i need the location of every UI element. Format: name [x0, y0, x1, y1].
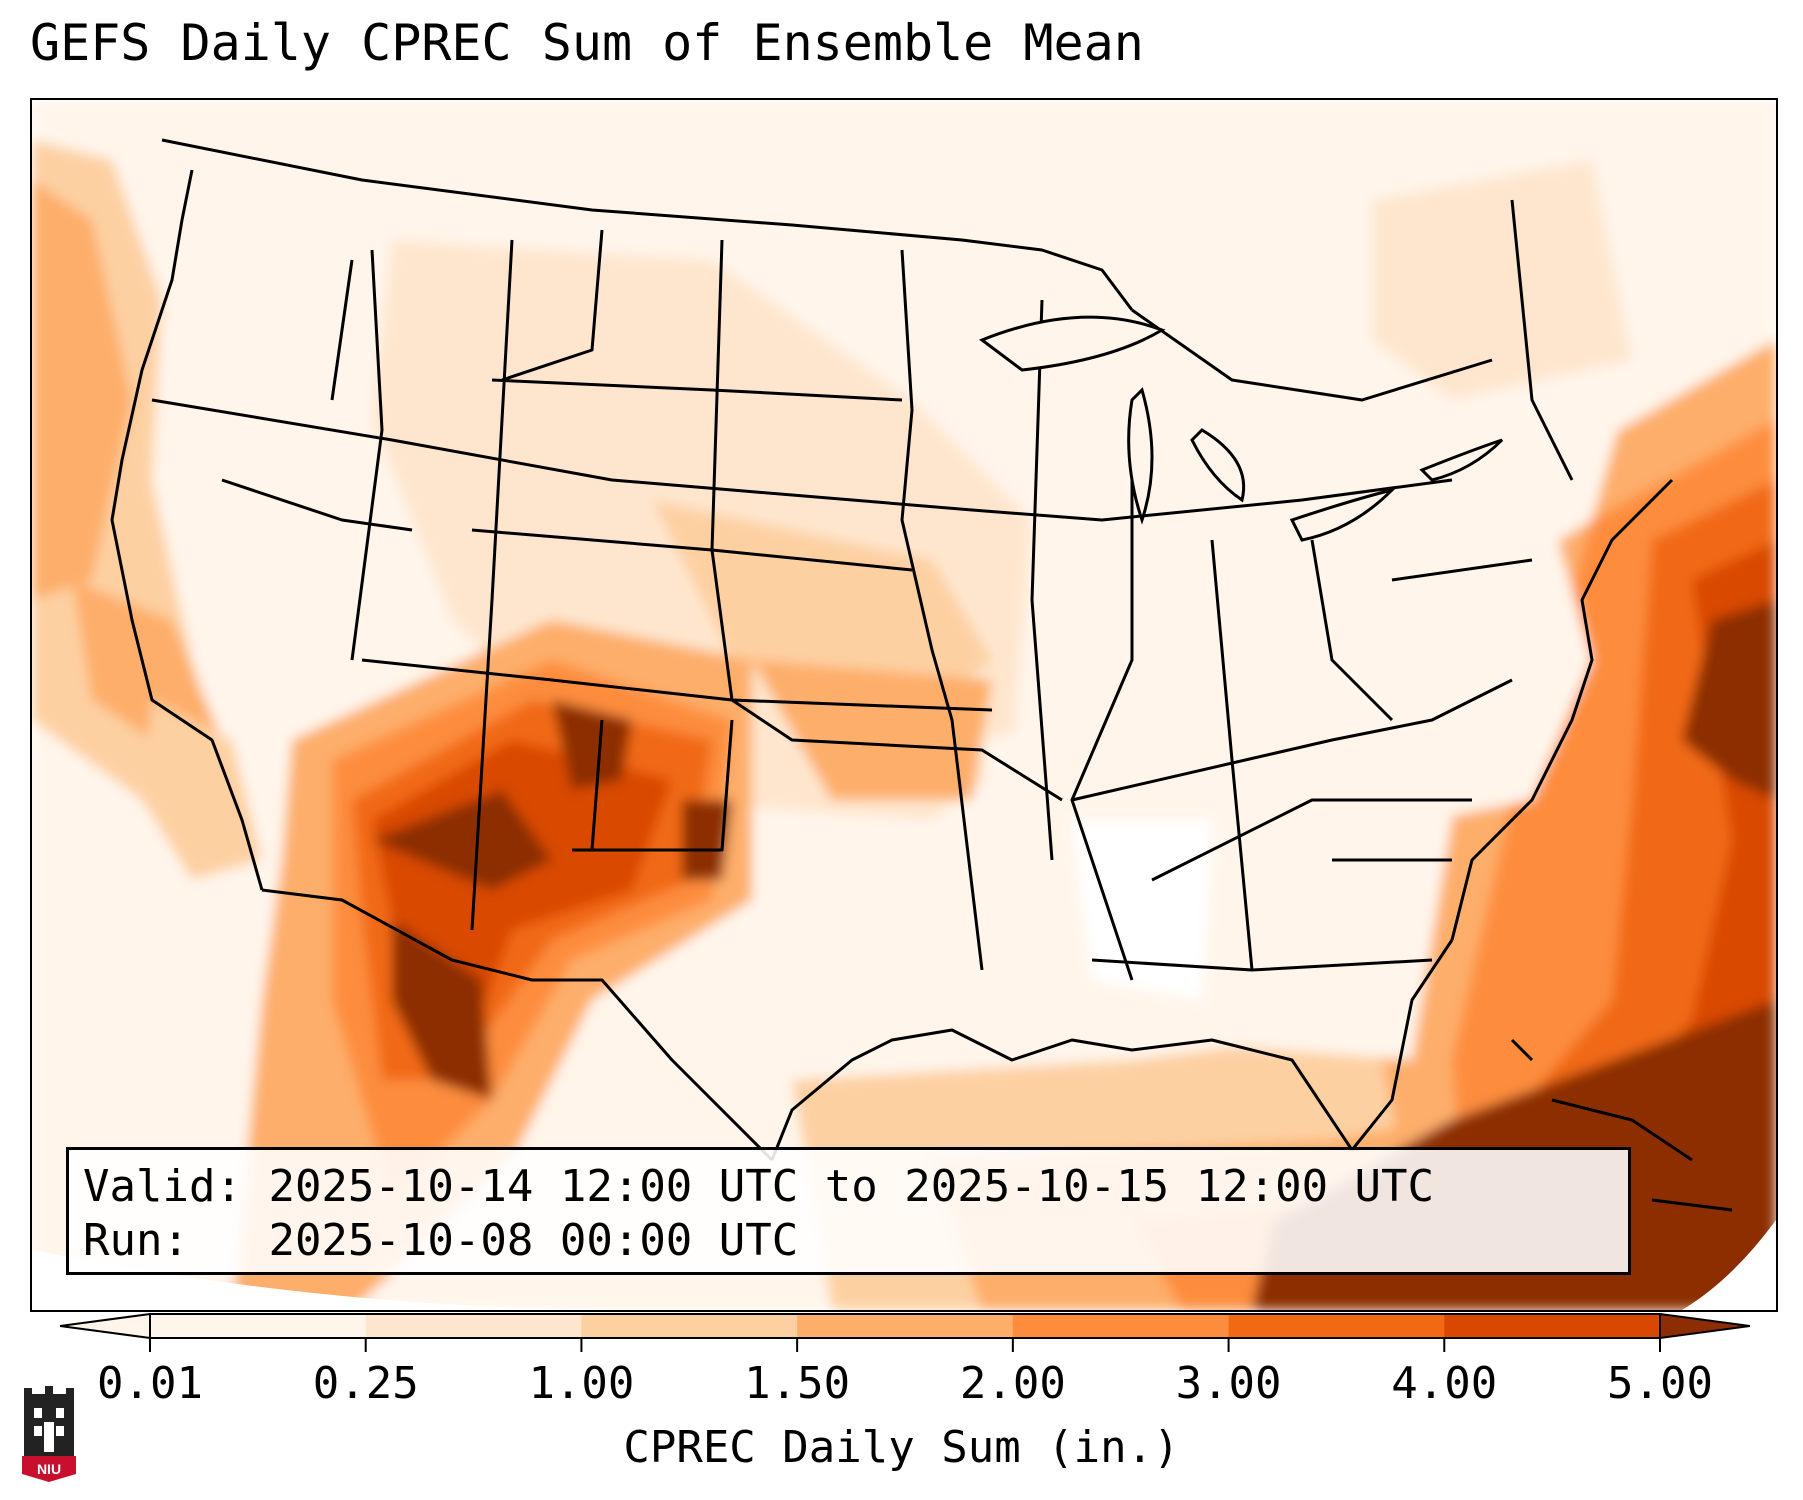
colorbar-tick-label: 4.00 — [1391, 1358, 1498, 1409]
precipitation-map — [32, 100, 1776, 1310]
valid-value: 2025-10-14 12:00 UTC to 2025-10-15 12:00… — [268, 1161, 1435, 1212]
colorbar-segment — [150, 1314, 367, 1338]
colorbar-segment — [797, 1314, 1014, 1338]
colorbar-tick-label: 2.00 — [959, 1358, 1066, 1409]
colorbar-tick-label: 1.00 — [528, 1358, 635, 1409]
precip-field — [32, 100, 1776, 1310]
colorbar-label: CPREC Daily Sum (in.) — [623, 1422, 1180, 1473]
colorbar-tick-label: 1.50 — [744, 1358, 851, 1409]
caribbean-islands — [1510, 1038, 1733, 1212]
colorbar-extend-min — [60, 1312, 151, 1340]
colorbar-tick-label: 5.00 — [1607, 1358, 1713, 1409]
projection-edge — [1682, 1220, 1776, 1310]
map-title: GEFS Daily CPREC Sum of Ensemble Mean — [30, 14, 1144, 72]
great-lakes — [978, 315, 1504, 542]
colorbar-segment — [1444, 1314, 1661, 1338]
niu-castle-logo-icon: NIU — [22, 1386, 76, 1482]
valid-run-info-box: Valid: 2025-10-14 12:00 UTC to 2025-10-1… — [66, 1147, 1631, 1275]
run-label: Run: — [83, 1215, 189, 1266]
logo-text: NIU — [37, 1461, 61, 1477]
colorbar-tick-label: 0.01 — [97, 1358, 203, 1409]
colorbar-segment — [581, 1314, 798, 1338]
projection-edge — [32, 1250, 632, 1310]
colorbar-tick-label: 0.25 — [312, 1358, 419, 1409]
valid-label: Valid: — [83, 1161, 242, 1212]
colorbar-segment — [365, 1314, 582, 1338]
run-value: 2025-10-08 00:00 UTC — [268, 1215, 799, 1266]
colorbar-extend-max — [1659, 1312, 1750, 1340]
colorbar-segment — [1012, 1314, 1230, 1338]
state-borders — [110, 138, 1674, 1162]
colorbar-outline — [149, 1313, 1661, 1339]
colorbar-tick-label: 3.00 — [1175, 1358, 1282, 1409]
colorbar-segment — [1228, 1314, 1445, 1338]
colorbar — [60, 1312, 1750, 1352]
map-panel — [30, 98, 1778, 1312]
